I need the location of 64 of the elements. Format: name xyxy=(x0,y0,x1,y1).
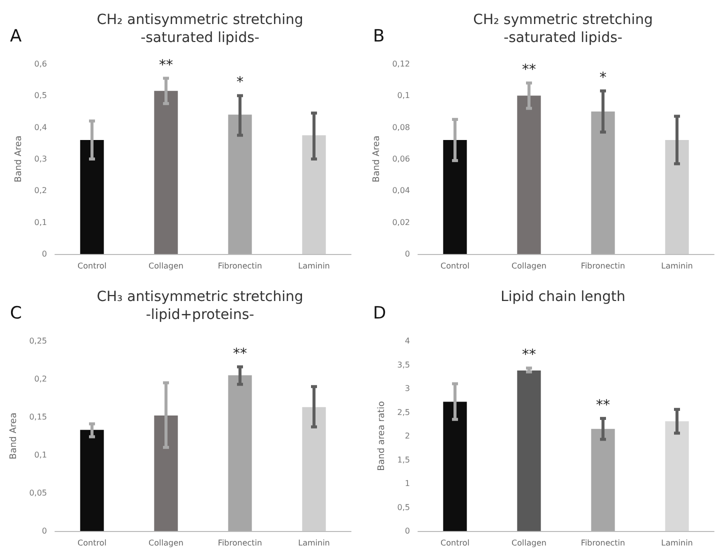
x-tick-label: Laminin xyxy=(661,538,693,548)
y-tick-label: 0,12 xyxy=(392,60,410,68)
y-tick-label: 0,02 xyxy=(392,218,410,227)
y-tick-label: 0,15 xyxy=(29,412,47,422)
y-tick-label: 2,5 xyxy=(397,408,410,417)
text: D xyxy=(373,304,386,324)
y-tick-label: 1 xyxy=(404,479,410,488)
y-tick-label: 0,25 xyxy=(29,336,47,346)
y-axis-title: Band area ratio xyxy=(376,400,387,471)
y-tick-label: 0,3 xyxy=(34,154,47,164)
y-tick-label: 0,1 xyxy=(397,91,410,100)
x-tick-label: Collagen xyxy=(512,538,546,548)
y-tick-label: 0,04 xyxy=(392,186,410,196)
y-tick-label: 0,1 xyxy=(34,450,47,460)
x-tick-label: Control xyxy=(78,262,106,270)
annotation: ** xyxy=(233,346,247,362)
x-tick-label: Collagen xyxy=(512,262,546,270)
y-tick-label: 0 xyxy=(404,250,410,258)
x-tick-label: Collagen xyxy=(148,538,184,548)
y-tick-label: 3,5 xyxy=(397,360,410,370)
y-tick-label: 0 xyxy=(42,250,47,258)
y-axis-title: Band Area xyxy=(372,136,382,182)
y-tick-label: 0,2 xyxy=(34,186,47,196)
y-tick-label: 0 xyxy=(42,526,47,536)
x-tick-label: Fibronectin xyxy=(580,538,626,548)
y-tick-label: 0,2 xyxy=(34,374,47,384)
x-tick-label: Fibronectin xyxy=(218,538,262,548)
text: B xyxy=(373,26,385,46)
annotation: * xyxy=(236,74,244,91)
x-tick-label: Laminin xyxy=(298,262,330,270)
chart-title: CH₂ antisymmetric stretching -saturated lipids- xyxy=(96,12,304,46)
y-tick-label: 0,5 xyxy=(34,91,47,100)
y-tick-label: 2 xyxy=(404,432,410,440)
text: C xyxy=(10,304,22,324)
y-tick-label: 0,5 xyxy=(397,502,410,512)
annotation: * xyxy=(600,70,606,86)
y-tick-label: 0,4 xyxy=(34,122,47,132)
y-tick-label: 0,6 xyxy=(34,60,47,68)
x-tick-label: Collagen xyxy=(148,262,184,270)
x-tick-label: Control xyxy=(440,538,470,548)
x-tick-label: Laminin xyxy=(298,538,330,548)
chart-title: CH₃ antisymmetric stretching -lipid+proteins- xyxy=(96,289,304,323)
x-tick-label: Control xyxy=(440,262,470,270)
annotation: ** xyxy=(522,347,536,364)
y-axis-title: Band Area xyxy=(14,136,24,182)
text: A xyxy=(10,26,22,46)
y-tick-label: 4 xyxy=(404,336,410,346)
chart-title: Lipid chain length xyxy=(500,289,626,305)
y-axis-title: Band Area xyxy=(8,412,19,460)
y-tick-label: 0,06 xyxy=(392,154,410,164)
x-tick-label: Fibronectin xyxy=(218,262,262,270)
x-tick-label: Fibronectin xyxy=(580,262,626,270)
y-tick-label: 0,08 xyxy=(392,122,410,132)
annotation: ** xyxy=(159,57,173,74)
annotation: ** xyxy=(596,397,610,414)
chart-title: CH₂ symmetric stretching -saturated lipids- xyxy=(473,12,653,46)
y-tick-label: 0 xyxy=(404,526,410,536)
y-tick-label: 1,5 xyxy=(397,455,410,464)
annotation: ** xyxy=(522,62,536,78)
y-tick-label: 3 xyxy=(404,384,410,393)
y-tick-label: 0,05 xyxy=(29,488,47,498)
y-tick-label: 0,1 xyxy=(34,218,47,227)
x-tick-label: Laminin xyxy=(661,262,693,270)
x-tick-label: Control xyxy=(78,538,106,548)
